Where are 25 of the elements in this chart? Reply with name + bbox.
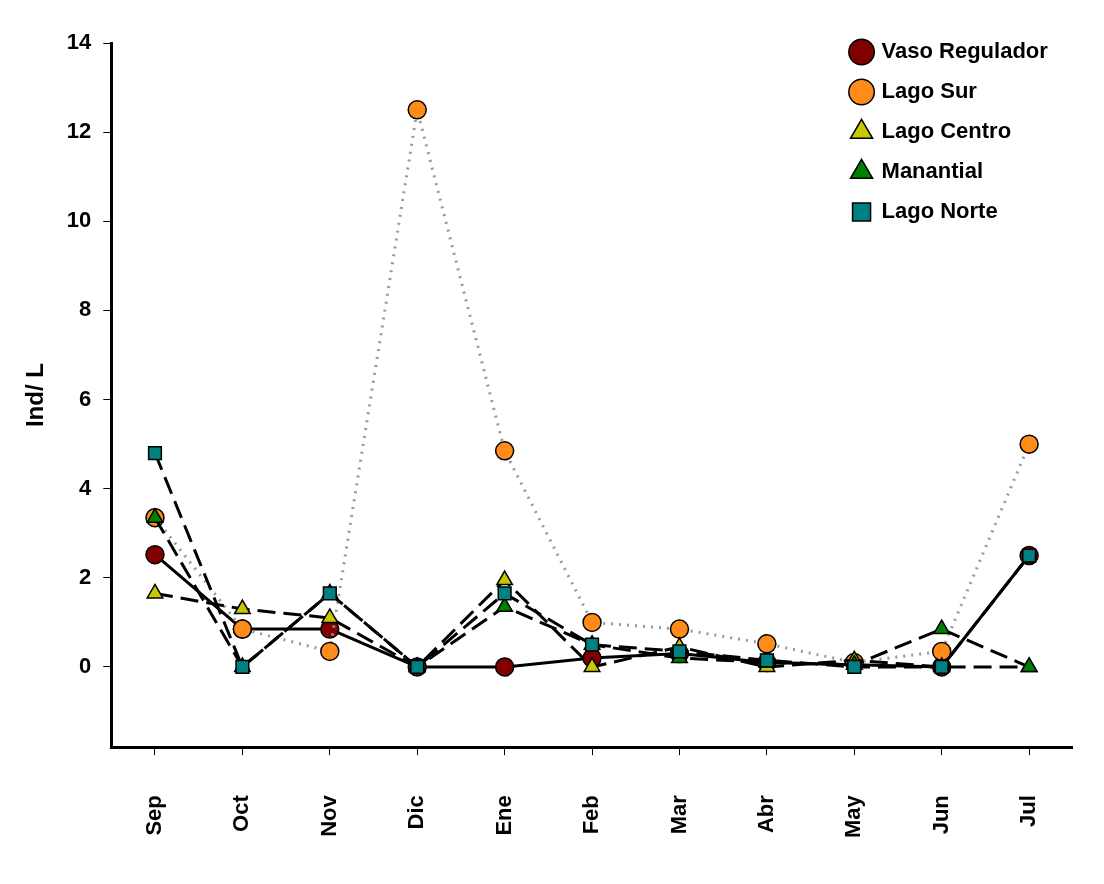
x-tick-label: Feb	[578, 795, 604, 835]
x-tick-label: Mar	[665, 794, 691, 835]
x-tick-label: Sep	[141, 795, 167, 836]
x-tick-label: Abr	[752, 794, 778, 834]
x-tick-label: Jun	[927, 795, 953, 835]
x-tick-label: Nov	[315, 794, 341, 837]
x-tick-label: Oct	[228, 794, 254, 832]
y-tick-label: 6	[79, 385, 92, 411]
x-tick-label: Ene	[490, 795, 516, 836]
y-tick-label: 2	[79, 563, 92, 589]
legend-label: Manantial	[881, 158, 984, 184]
legend-label: Lago Centro	[881, 118, 1012, 144]
y-tick-label: 4	[79, 474, 93, 500]
y-tick-label: 10	[66, 207, 92, 233]
y-tick-label: 0	[79, 653, 92, 679]
y-tick-label: 8	[79, 296, 92, 322]
x-tick-label: Jul	[1015, 795, 1041, 827]
y-tick-label: 14	[66, 29, 93, 55]
x-tick-label: May	[840, 794, 866, 838]
legend-label: Vaso Regulador	[881, 38, 1049, 64]
legend-label: Lago Sur	[881, 78, 978, 104]
y-axis-title: Ind/ L	[21, 363, 49, 428]
legend-label: Lago Norte	[881, 198, 998, 224]
y-tick-label: 12	[66, 118, 92, 144]
x-tick-label: Dic	[403, 795, 429, 830]
